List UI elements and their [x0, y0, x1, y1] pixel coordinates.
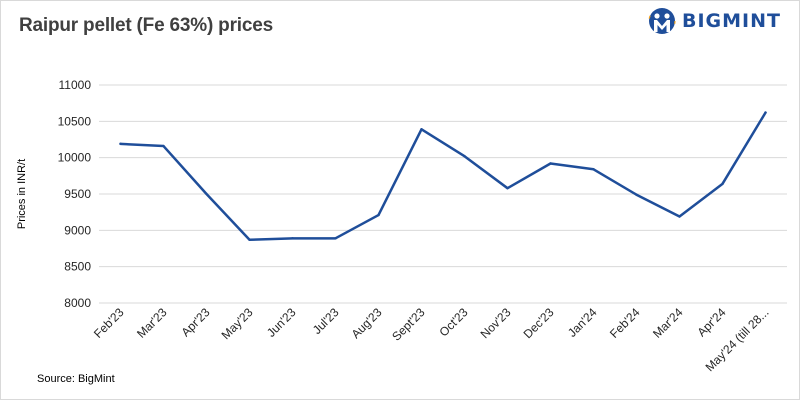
- y-tick-labels: 8000 8500 9000 9500 10000 10500 11000: [58, 78, 92, 310]
- x-tick-label: Jun'23: [264, 305, 299, 340]
- y-tick-label: 9500: [64, 187, 91, 201]
- y-tick-label: 10000: [58, 151, 92, 165]
- y-tick-label: 10500: [58, 114, 92, 128]
- x-tick-label: Jan'24: [565, 305, 600, 340]
- data-point: [420, 128, 423, 131]
- data-point: [119, 142, 122, 146]
- x-tick-label: Apr'23: [178, 305, 212, 339]
- data-point: [635, 193, 638, 196]
- x-tick-label: Mar'24: [650, 305, 686, 341]
- x-tick-label: Apr'24: [694, 305, 728, 339]
- brand-logo: BIGMINT: [648, 7, 781, 35]
- x-tick-label: Dec'23: [521, 305, 557, 341]
- y-tick-label: 9000: [64, 223, 91, 237]
- data-point: [377, 213, 380, 217]
- y-axis-label: Prices in INR/t: [16, 159, 28, 229]
- y-tick-label: 8500: [64, 260, 91, 274]
- data-point: [592, 168, 595, 171]
- series-line-0: [119, 111, 767, 242]
- data-point: [721, 182, 724, 186]
- data-point: [764, 111, 767, 114]
- logo-text: BIGMINT: [682, 10, 781, 32]
- data-point: [205, 192, 208, 196]
- x-tick-label: Feb'23: [91, 305, 127, 341]
- x-tick-label: Jul'23: [310, 305, 342, 337]
- x-tick-label: Mar'23: [134, 305, 170, 341]
- data-point: [506, 186, 509, 190]
- chart-title: Raipur pellet (Fe 63%) prices: [19, 15, 273, 36]
- y-tick-label: 8000: [64, 296, 91, 310]
- x-tick-labels: Feb'23 Mar'23 Apr'23 May'23 Jun'23 Jul'23 Aug'…: [91, 305, 772, 374]
- data-point: [549, 162, 552, 165]
- source-note: Source: BigMint: [37, 373, 115, 385]
- x-tick-label: Feb'24: [607, 305, 643, 341]
- y-tick-label: 11000: [59, 78, 92, 92]
- x-tick-label: May'23: [219, 305, 256, 342]
- gridlines: [99, 84, 787, 304]
- x-tick-label: Aug'23: [349, 305, 385, 341]
- series-layer: [119, 111, 767, 242]
- data-point: [463, 155, 466, 158]
- x-tick-label: Oct'23: [436, 305, 470, 339]
- data-point: [162, 144, 165, 148]
- data-point: [334, 237, 337, 240]
- data-point: [291, 237, 294, 240]
- x-tick-label: Sept'23: [389, 305, 428, 344]
- x-tick-label: Nov'23: [478, 305, 514, 341]
- data-point: [678, 215, 681, 218]
- data-point: [248, 238, 251, 241]
- bigmint-logo-icon: [648, 7, 676, 35]
